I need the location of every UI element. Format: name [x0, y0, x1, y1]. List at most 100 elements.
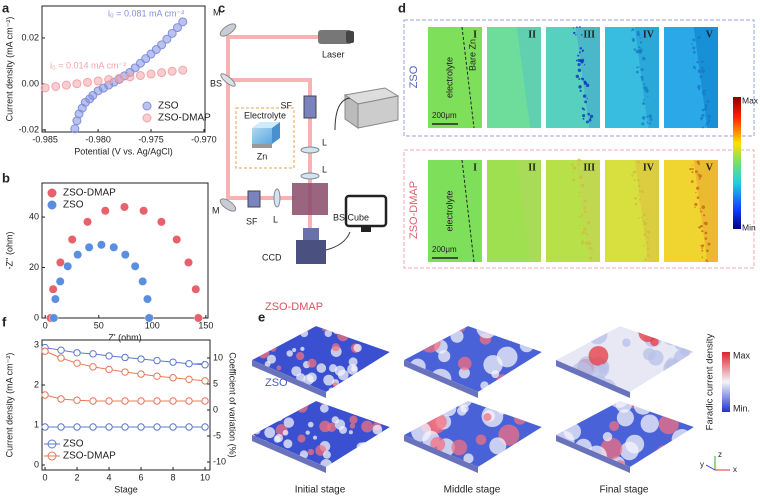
speckle	[699, 225, 701, 228]
data-point	[114, 73, 124, 83]
data-point	[201, 423, 209, 431]
speckle	[582, 241, 584, 243]
blob	[457, 406, 467, 416]
blob	[458, 367, 470, 379]
x-axis-label: Stage	[114, 484, 138, 494]
speckle	[572, 171, 574, 174]
blob	[654, 326, 673, 336]
speckle	[588, 246, 592, 250]
speckle	[704, 124, 707, 127]
surface	[252, 401, 390, 467]
blob	[303, 374, 314, 385]
data-point	[143, 294, 152, 304]
speckle	[692, 65, 696, 69]
data-point	[105, 365, 113, 374]
data-point	[120, 250, 130, 260]
blob	[426, 326, 440, 338]
blob	[636, 326, 648, 335]
speckle	[636, 33, 641, 37]
stage-label: III	[583, 162, 595, 173]
data-point	[185, 360, 193, 368]
blob	[291, 366, 302, 377]
speckle	[580, 224, 582, 226]
optic-label: M	[212, 205, 220, 215]
blob	[678, 450, 694, 467]
speckle	[702, 92, 706, 96]
speckle	[578, 191, 581, 194]
optic-label: SF	[280, 100, 292, 110]
region-label: electrolyte	[444, 190, 454, 231]
speckle	[643, 98, 645, 100]
speckle	[700, 66, 704, 70]
speckle	[639, 198, 641, 200]
optic-label: BS Cube	[333, 212, 369, 222]
blob	[622, 338, 631, 347]
speckle	[701, 256, 704, 259]
speckle	[706, 260, 709, 263]
blob	[566, 459, 585, 467]
blob	[332, 319, 338, 325]
speckle	[636, 66, 639, 69]
speckle	[589, 114, 594, 118]
speckle	[698, 174, 702, 178]
axis-label: z	[718, 450, 722, 459]
speckle	[697, 70, 700, 72]
y-tick-label: 0.00	[21, 78, 39, 88]
blob	[284, 329, 293, 337]
speckle	[577, 58, 581, 62]
speckle	[582, 114, 586, 118]
data-point	[121, 423, 129, 431]
speckle	[583, 225, 585, 227]
speckle	[636, 30, 640, 34]
blob	[286, 462, 292, 467]
blob	[324, 329, 332, 338]
surface-base	[252, 326, 390, 392]
data-point	[185, 397, 193, 405]
optic-label: Electrolyte	[244, 110, 286, 120]
data-point	[137, 370, 145, 378]
speckle	[694, 170, 698, 174]
data-point	[56, 258, 65, 267]
row-label: ZSO-DMAP	[408, 181, 420, 239]
blob	[319, 403, 329, 413]
speckle	[575, 74, 580, 79]
speckle	[579, 51, 581, 54]
speckle	[581, 50, 584, 52]
speckle	[642, 101, 646, 105]
blob	[276, 326, 284, 329]
speckle	[697, 35, 701, 40]
colorbar-label: Max	[742, 95, 759, 105]
lens	[300, 146, 320, 154]
speckle	[700, 114, 703, 117]
speckle	[697, 173, 700, 176]
data-point	[169, 423, 177, 431]
speckle	[696, 186, 700, 190]
blob	[272, 410, 284, 422]
blob	[324, 326, 333, 327]
blob	[360, 401, 370, 407]
micrograph-edge	[634, 160, 659, 262]
blob	[252, 442, 258, 448]
speckle	[691, 167, 694, 170]
zinc	[252, 144, 272, 148]
blob	[504, 401, 515, 405]
blob	[369, 379, 377, 388]
data-point	[55, 277, 65, 286]
panel-label: a	[2, 0, 10, 15]
blob	[663, 401, 674, 406]
blob	[282, 429, 289, 436]
surface-side	[404, 360, 478, 398]
axis-label: x	[733, 465, 737, 474]
speckle	[591, 247, 593, 250]
speckle	[698, 177, 701, 180]
speckle	[641, 78, 644, 81]
y-axis-label: -Z'' (ohm)	[4, 232, 14, 270]
blob	[274, 433, 284, 443]
speckle	[701, 229, 704, 233]
data-point	[167, 28, 177, 38]
row-frame	[403, 149, 755, 269]
data-point	[137, 355, 145, 363]
speckle	[638, 66, 640, 68]
data-point	[201, 397, 209, 405]
data-point	[157, 217, 166, 227]
